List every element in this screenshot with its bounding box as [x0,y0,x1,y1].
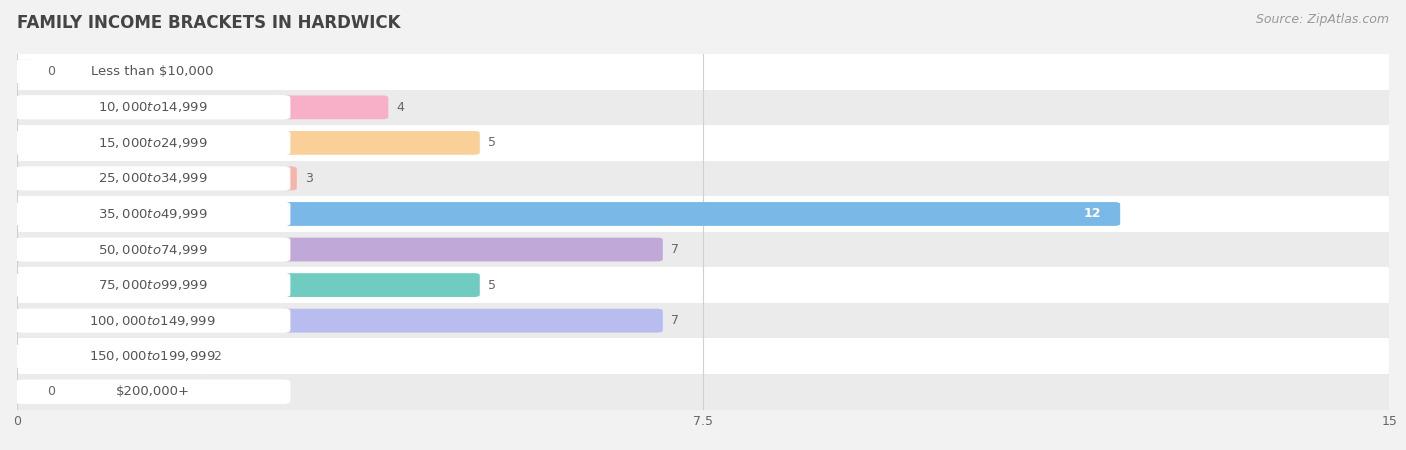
Bar [17,161,1389,196]
FancyBboxPatch shape [11,202,1121,226]
FancyBboxPatch shape [11,273,479,297]
Text: 7: 7 [671,243,679,256]
FancyBboxPatch shape [11,166,297,190]
Text: $10,000 to $14,999: $10,000 to $14,999 [98,100,208,114]
Text: $75,000 to $99,999: $75,000 to $99,999 [98,278,208,292]
Text: 5: 5 [488,279,496,292]
FancyBboxPatch shape [11,60,39,84]
Bar [17,232,1389,267]
FancyBboxPatch shape [15,166,291,191]
Text: Source: ZipAtlas.com: Source: ZipAtlas.com [1256,14,1389,27]
FancyBboxPatch shape [11,309,662,333]
FancyBboxPatch shape [15,273,291,297]
Text: FAMILY INCOME BRACKETS IN HARDWICK: FAMILY INCOME BRACKETS IN HARDWICK [17,14,401,32]
FancyBboxPatch shape [11,380,39,404]
Text: 5: 5 [488,136,496,149]
FancyBboxPatch shape [15,59,291,84]
Text: 12: 12 [1084,207,1101,220]
FancyBboxPatch shape [15,344,291,369]
FancyBboxPatch shape [15,379,291,404]
Text: $15,000 to $24,999: $15,000 to $24,999 [98,136,208,150]
FancyBboxPatch shape [15,308,291,333]
FancyBboxPatch shape [11,344,205,368]
Text: Less than $10,000: Less than $10,000 [91,65,214,78]
Text: 3: 3 [305,172,314,185]
Bar [17,54,1389,90]
FancyBboxPatch shape [15,130,291,155]
Text: 0: 0 [46,385,55,398]
Text: $150,000 to $199,999: $150,000 to $199,999 [90,349,217,363]
FancyBboxPatch shape [15,95,291,120]
Bar [17,374,1389,410]
Bar [17,90,1389,125]
Text: $200,000+: $200,000+ [115,385,190,398]
Text: $50,000 to $74,999: $50,000 to $74,999 [98,243,208,256]
FancyBboxPatch shape [15,202,291,226]
FancyBboxPatch shape [11,238,662,261]
Text: $35,000 to $49,999: $35,000 to $49,999 [98,207,208,221]
Text: 2: 2 [214,350,221,363]
Bar [17,338,1389,374]
Bar [17,125,1389,161]
Bar [17,267,1389,303]
FancyBboxPatch shape [15,237,291,262]
Bar [17,196,1389,232]
Text: 7: 7 [671,314,679,327]
FancyBboxPatch shape [11,95,388,119]
Bar [17,303,1389,338]
Text: $100,000 to $149,999: $100,000 to $149,999 [90,314,217,328]
FancyBboxPatch shape [11,131,479,155]
Text: $25,000 to $34,999: $25,000 to $34,999 [98,171,208,185]
Text: 4: 4 [396,101,405,114]
Text: 0: 0 [46,65,55,78]
